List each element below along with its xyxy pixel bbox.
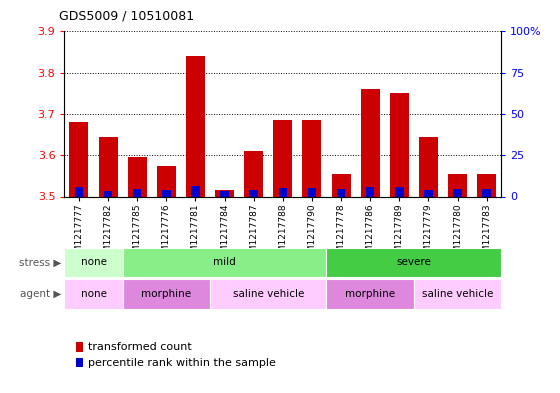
Text: agent ▶: agent ▶ bbox=[20, 289, 62, 299]
Bar bbox=[395, 187, 404, 196]
Bar bbox=[162, 190, 171, 196]
Bar bbox=[326, 248, 501, 277]
Bar bbox=[361, 89, 380, 196]
Bar bbox=[133, 189, 142, 196]
Bar bbox=[69, 122, 88, 196]
Bar bbox=[477, 174, 496, 196]
Bar bbox=[273, 120, 292, 196]
Bar bbox=[390, 93, 409, 196]
Bar bbox=[366, 187, 375, 196]
Bar bbox=[453, 189, 462, 196]
Text: severe: severe bbox=[396, 257, 431, 267]
Bar bbox=[215, 190, 234, 196]
Text: none: none bbox=[81, 257, 106, 267]
Bar bbox=[249, 190, 258, 196]
Bar bbox=[128, 157, 147, 196]
Bar bbox=[244, 151, 263, 196]
Text: transformed count: transformed count bbox=[88, 342, 192, 352]
Bar bbox=[448, 174, 467, 196]
Bar bbox=[419, 137, 438, 196]
Text: none: none bbox=[81, 289, 106, 299]
Text: percentile rank within the sample: percentile rank within the sample bbox=[88, 358, 276, 368]
Bar bbox=[337, 189, 346, 196]
Text: stress ▶: stress ▶ bbox=[19, 257, 62, 267]
Bar bbox=[186, 56, 205, 196]
Bar bbox=[123, 248, 326, 277]
Bar bbox=[414, 279, 501, 309]
Bar bbox=[424, 190, 433, 196]
Bar bbox=[220, 191, 229, 196]
Bar bbox=[326, 279, 414, 309]
Text: morphine: morphine bbox=[141, 289, 192, 299]
Bar bbox=[307, 188, 316, 196]
Bar bbox=[482, 189, 491, 196]
Bar bbox=[210, 279, 326, 309]
Bar bbox=[278, 188, 287, 196]
Text: GDS5009 / 10510081: GDS5009 / 10510081 bbox=[59, 10, 194, 23]
Bar bbox=[104, 191, 113, 196]
Text: saline vehicle: saline vehicle bbox=[422, 289, 493, 299]
Bar bbox=[332, 174, 351, 196]
Bar bbox=[64, 248, 123, 277]
Bar bbox=[157, 165, 176, 196]
Bar bbox=[99, 137, 118, 196]
Text: mild: mild bbox=[213, 257, 236, 267]
Bar bbox=[64, 279, 123, 309]
Text: saline vehicle: saline vehicle bbox=[232, 289, 304, 299]
Bar bbox=[123, 279, 210, 309]
Bar bbox=[74, 187, 83, 196]
Bar bbox=[191, 186, 200, 196]
Text: morphine: morphine bbox=[345, 289, 395, 299]
Bar bbox=[302, 120, 321, 196]
